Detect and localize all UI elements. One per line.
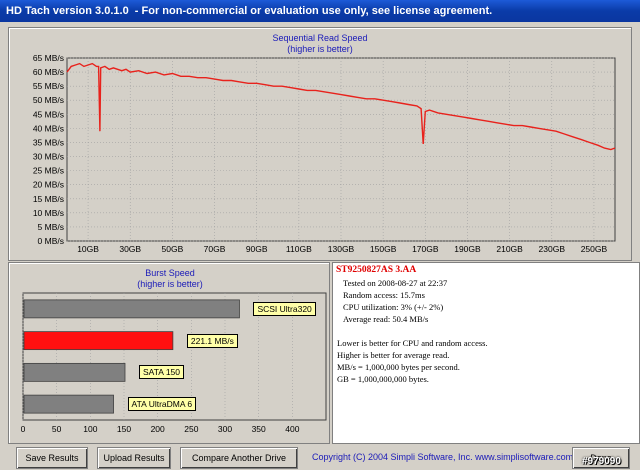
results-panel: ST9250827AS 3.AA Tested on 2008-08-27 at… (332, 262, 640, 444)
read-y-tick-label: 45 MB/s (33, 109, 64, 119)
read-y-tick-label: 50 MB/s (33, 95, 64, 105)
read-x-tick-label: 230GB (539, 244, 566, 254)
read-y-tick-label: 5 MB/s (38, 222, 64, 232)
read-x-tick-label: 150GB (370, 244, 397, 254)
read-y-tick-label: 0 MB/s (38, 236, 64, 246)
burst-chart-title: Burst Speed (145, 268, 195, 278)
read-x-tick-label: 30GB (119, 244, 141, 254)
random-access: Random access: 15.7ms (343, 290, 425, 300)
read-speed-line (66, 62, 616, 151)
read-y-tick-label: 20 MB/s (33, 180, 64, 190)
burst-x-tick-label: 200 (151, 424, 165, 434)
read-x-tick-label: 50GB (162, 244, 184, 254)
watermark: #979090 (582, 456, 621, 467)
burst-bar-label: ATA UltraDMA 6 (127, 397, 197, 412)
tested-date: Tested on 2008-08-27 at 22:37 (343, 278, 448, 288)
burst-chart-panel: 0 50 100 150 200 250 300 350 400 (8, 262, 330, 444)
burst-chart-subtitle: (higher is better) (137, 279, 203, 289)
note-gb: GB = 1,000,000,000 bytes. (337, 374, 429, 384)
read-y-tick-label: 40 MB/s (33, 123, 64, 133)
read-y-tick-label: 35 MB/s (33, 137, 64, 147)
cpu-utilization: CPU utilization: 3% (+/- 2%) (343, 302, 444, 312)
read-y-tick-label: 55 MB/s (33, 81, 64, 91)
read-x-tick-label: 210GB (496, 244, 523, 254)
read-x-tick-label: 190GB (454, 244, 481, 254)
read-y-tick-label: 25 MB/s (33, 166, 64, 176)
burst-x-tick-label: 50 (52, 424, 62, 434)
upload-results-button[interactable]: Upload Results (97, 447, 171, 469)
burst-x-tick-label: 250 (184, 424, 198, 434)
read-chart-title: Sequential Read Speed (272, 33, 368, 43)
read-y-tick-label: 10 MB/s (33, 208, 64, 218)
read-y-tick-label: 15 MB/s (33, 194, 64, 204)
burst-bar (23, 299, 240, 319)
burst-x-tick-label: 300 (218, 424, 232, 434)
note-lower-better: Lower is better for CPU and random acces… (337, 338, 488, 348)
burst-x-tick-label: 0 (21, 424, 26, 434)
burst-bar-label: SATA 150 (139, 365, 185, 380)
burst-bar (23, 331, 174, 351)
read-chart-panel: 0 MB/s 5 MB/s 10 MB/s 15 MB/s 20 MB/s 25 MB/s… (8, 27, 632, 261)
read-chart-subtitle: (higher is better) (287, 44, 353, 54)
drive-model: ST9250827AS 3.AA (336, 265, 417, 275)
window-title: HD Tach version 3.0.1.0 - For non-commer… (0, 0, 640, 22)
read-x-tick-label: 110GB (286, 244, 312, 254)
burst-x-tick-label: 100 (83, 424, 97, 434)
compare-drive-button[interactable]: Compare Another Drive (180, 447, 298, 469)
read-x-tick-label: 10GB (77, 244, 99, 254)
burst-bar (23, 362, 126, 382)
read-chart: 0 MB/s 5 MB/s 10 MB/s 15 MB/s 20 MB/s 25 MB/s… (33, 53, 616, 254)
done-button[interactable]: Done (572, 447, 630, 469)
read-x-tick-label: 130GB (328, 244, 355, 254)
read-y-tick-label: 65 MB/s (33, 53, 64, 63)
copyright-text: Copyright (C) 2004 Simpli Software, Inc.… (312, 452, 574, 462)
average-read: Average read: 50.4 MB/s (343, 314, 429, 324)
burst-x-tick-label: 150 (117, 424, 131, 434)
read-y-tick-label: 60 MB/s (33, 67, 64, 77)
burst-x-tick-label: 400 (285, 424, 299, 434)
read-y-tick-label: 30 MB/s (33, 152, 64, 162)
note-mbs: MB/s = 1,000,000 bytes per second. (337, 362, 460, 372)
read-x-tick-label: 70GB (204, 244, 226, 254)
save-results-button[interactable]: Save Results (16, 447, 88, 469)
burst-chart: 0 50 100 150 200 250 300 350 400 (21, 292, 327, 434)
burst-bar-label: 221.1 MB/s (186, 333, 238, 348)
burst-bar (23, 394, 114, 414)
note-higher-better: Higher is better for average read. (337, 350, 450, 360)
read-x-tick-label: 90GB (246, 244, 268, 254)
burst-x-tick-label: 350 (252, 424, 266, 434)
read-x-tick-label: 170GB (412, 244, 439, 254)
burst-bar-label: SCSI Ultra320 (253, 301, 316, 316)
read-x-tick-label: 250GB (581, 244, 608, 254)
